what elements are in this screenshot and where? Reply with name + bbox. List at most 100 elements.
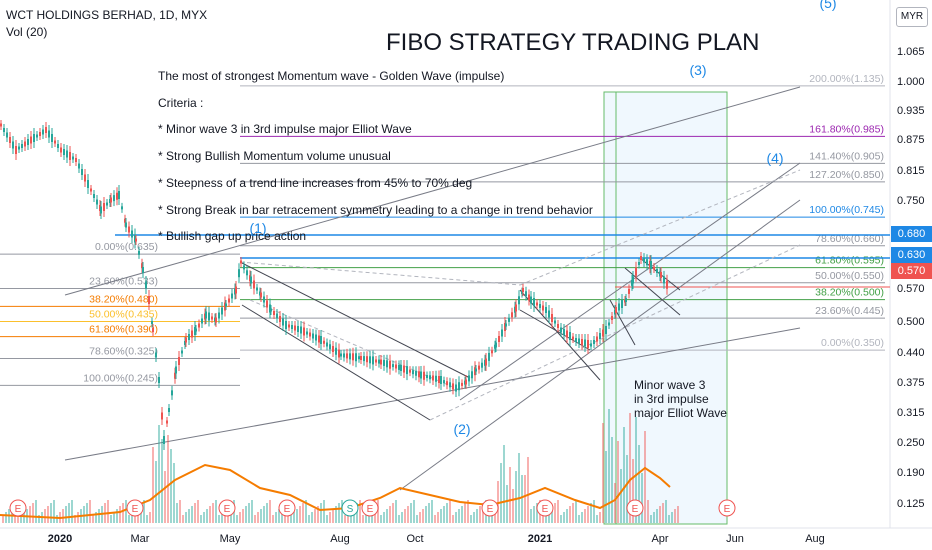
volume-bar [47,506,49,523]
candle-body [635,267,637,276]
candle-body [533,298,535,306]
volume-bar [209,506,211,523]
candle-body [505,323,507,327]
volume-bar [356,503,358,523]
candle-body [75,158,77,162]
candle-body [628,288,630,294]
candle-body [39,132,41,136]
y-tick-label: 1.065 [897,46,925,58]
candle-body [84,174,86,182]
volume-bar [161,439,163,523]
volume-bar [290,515,292,523]
trend-line-10 [624,267,681,316]
candle-body [270,308,272,312]
candle-body [30,136,32,144]
candle-body [375,359,377,363]
volume-bar [500,463,502,523]
volume-bar [623,427,625,523]
criterion-1: * Minor wave 3 in 3rd impulse major Elli… [158,122,412,136]
candle-body [369,356,371,364]
volume-bar [425,506,427,523]
candle-body [504,323,506,331]
y-tick-label: 0.375 [897,377,925,389]
volume-bar [95,512,97,523]
volume-bar [593,500,595,523]
volume-bar [422,509,424,523]
candle-body [418,371,420,378]
candle-body [608,322,610,326]
candle-body [118,191,120,199]
volume-bar [620,469,622,523]
candle-body [294,325,296,331]
volume-indicator-label: Vol (20) [6,25,48,39]
volume-bar [212,503,214,523]
candle-body [471,371,473,379]
event-marker-2 [126,499,144,517]
volume-bar [533,506,535,523]
volume-bar [587,506,589,523]
volume-bar [38,515,40,523]
volume-bar [668,515,670,523]
candle-body [363,356,365,362]
candle-body [611,316,613,320]
event-marker-4 [278,499,296,517]
volume-bar [377,500,379,523]
candle-body [465,379,467,385]
candle-body [525,291,527,297]
currency-badge[interactable]: MYR [896,7,928,27]
volume-bar [221,512,223,523]
event-marker-6 [361,499,379,517]
wave3-zone-border [603,91,728,525]
volume-bar [590,503,592,523]
volume-bar [530,509,532,523]
volume-bar [476,509,478,523]
volume-bar [602,423,604,523]
volume-bar [512,489,514,523]
candle-body [398,364,400,370]
volume-bar [173,463,175,523]
volume-bar [62,509,64,523]
y-tick-label: 0.125 [897,498,925,510]
y-tick-label: 0.815 [897,165,925,177]
candle-body [185,337,187,343]
volume-bar [671,512,673,523]
candle-body [3,128,5,132]
volume-bar [461,506,463,523]
volume-bar [494,509,496,523]
candle-body [116,192,118,200]
volume-bar [536,503,538,523]
volume-bar [563,512,565,523]
candle-body [266,300,268,308]
candle-body [666,280,668,289]
candle-body [478,365,480,370]
candle-body [69,152,71,160]
candle-body [81,169,83,175]
candle-body [403,365,405,373]
candle-body [96,199,98,205]
volume-bar [629,413,631,523]
fib-right-0-label: 0.00%(0.350) [821,337,884,349]
candle-body [545,307,547,313]
volume-bar [407,506,409,523]
volume-bar [596,515,598,523]
volume-bar [176,503,178,523]
volume-bar [527,457,529,523]
candle-body [285,321,287,329]
candle-body [211,316,213,320]
candle-body [276,313,278,319]
candle-body [288,324,290,328]
volume-bar [107,500,109,523]
fib-right-141-label: 141.40%(0.905) [809,150,884,162]
candle-body [590,343,592,347]
candle-body [349,353,351,360]
candle-body [106,202,108,206]
volume-bar [146,515,148,523]
wave-label-3: (3) [689,62,706,78]
x-tick-label: Oct [406,533,423,545]
volume-bar [113,512,115,523]
volume-bar [581,512,583,523]
volume-moving-average [0,463,671,520]
volume-bar [20,515,22,523]
candle-body [215,317,217,323]
